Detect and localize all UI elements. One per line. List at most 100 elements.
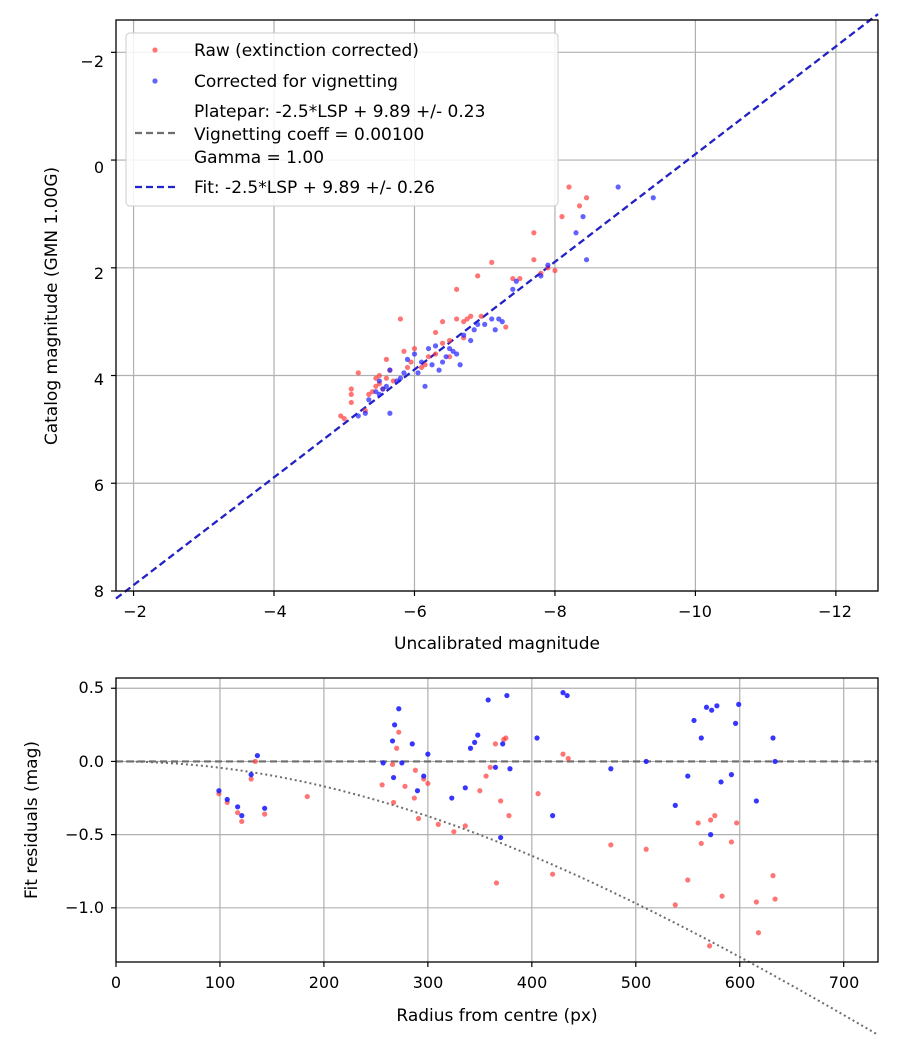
top-raw-point <box>446 337 453 344</box>
bottom-corrected-point <box>467 745 474 751</box>
top-raw-point <box>341 416 347 422</box>
top-raw-point <box>439 340 446 346</box>
bottom-corrected-point <box>698 735 704 741</box>
top-x-axis-label: Uncalibrated magnitude <box>394 634 600 654</box>
legend-corrected-marker <box>152 78 158 84</box>
bottom-x-tick-label: 100 <box>205 973 236 992</box>
bottom-y-tick-label: 0.5 <box>79 678 104 697</box>
bottom-corrected-point <box>564 692 570 699</box>
top-y-tick-label: 2 <box>94 264 104 283</box>
top-raw-point <box>478 313 484 319</box>
bottom-corrected-point <box>718 779 724 785</box>
bottom-raw-point <box>550 871 556 877</box>
top-raw-point <box>404 364 411 371</box>
bottom-raw-point <box>498 798 504 804</box>
top-y-axis-label: Catalog magnitude (GMN 1.00G) <box>42 167 62 445</box>
bottom-corrected-point <box>449 795 455 801</box>
top-corrected-point <box>496 316 502 322</box>
top-corrected-point <box>489 316 495 322</box>
bottom-corrected-point <box>399 760 405 766</box>
bottom-corrected-point <box>392 722 398 728</box>
legend-gamma-label: Gamma = 1.00 <box>194 148 324 168</box>
bottom-corrected-point <box>492 764 499 770</box>
bottom-corrected-point <box>753 798 759 804</box>
top-raw-point <box>510 275 516 282</box>
bottom-raw-point <box>483 773 489 779</box>
top-raw-point <box>531 230 537 236</box>
bottom-raw-point <box>643 846 649 852</box>
top-raw-point <box>366 391 372 397</box>
top-scatter-points <box>338 184 656 422</box>
bottom-corrected-point <box>425 751 431 757</box>
bottom-raw-point <box>565 755 571 762</box>
bottom-raw-point <box>535 791 541 797</box>
top-corrected-point <box>404 356 411 362</box>
bottom-corrected-point <box>396 706 402 712</box>
top-raw-point <box>383 356 389 362</box>
bottom-raw-point <box>394 745 400 751</box>
top-raw-point <box>348 399 354 406</box>
bottom-raw-point <box>685 877 691 883</box>
top-corrected-point <box>580 214 586 220</box>
top-corrected-point <box>475 321 481 327</box>
top-corrected-point <box>454 351 460 357</box>
bottom-corrected-point <box>475 732 481 738</box>
bottom-corrected-point <box>714 703 720 709</box>
bottom-corrected-point <box>414 788 421 794</box>
bottom-corrected-point <box>708 832 714 838</box>
bottom-raw-point <box>608 842 614 848</box>
top-x-tick-label: −10 <box>678 602 712 621</box>
legend: Raw (extinction corrected) Corrected for… <box>125 32 559 207</box>
bottom-x-axis-label: Radius from centre (px) <box>396 1006 597 1026</box>
bottom-corrected-point <box>390 774 397 781</box>
bottom-corrected-point <box>485 697 491 703</box>
top-corrected-point <box>432 343 439 349</box>
top-corrected-point <box>394 378 400 384</box>
bottom-vignetting-curve <box>115 760 878 1036</box>
bottom-corrected-point <box>534 735 540 741</box>
top-corrected-point <box>376 378 382 384</box>
top-corrected-point <box>397 375 404 381</box>
top-x-tick-label: −8 <box>543 602 567 621</box>
bottom-corrected-point <box>550 813 556 819</box>
top-corrected-point <box>425 345 432 352</box>
top-raw-point <box>454 316 460 322</box>
bottom-raw-point <box>379 782 385 788</box>
bottom-raw-point <box>493 880 500 886</box>
top-raw-point <box>373 375 379 381</box>
top-corrected-point <box>380 386 386 392</box>
top-x-tick-label: −4 <box>263 602 287 621</box>
top-raw-point <box>401 348 407 354</box>
legend-fit-label: Fit: -2.5*LSP + 9.89 +/- 0.26 <box>194 178 435 198</box>
legend-raw-label: Raw (extinction corrected) <box>194 41 419 61</box>
top-corrected-point <box>436 367 442 373</box>
bottom-y-axis-label: Fit residuals (mag) <box>22 741 42 899</box>
bottom-corrected-point <box>709 707 715 713</box>
top-raw-point <box>468 313 474 319</box>
top-corrected-point <box>471 327 477 333</box>
bottom-raw-point <box>506 813 512 819</box>
bottom-y-tick-label: 0.0 <box>79 752 104 771</box>
bottom-raw-point <box>734 820 740 826</box>
bottom-raw-point <box>462 823 468 829</box>
top-raw-point <box>489 259 495 266</box>
bottom-raw-point <box>477 788 483 794</box>
top-corrected-point <box>439 359 446 365</box>
top-x-tick-label: −2 <box>123 602 147 621</box>
bottom-corrected-point <box>736 701 742 707</box>
top-corrected-point <box>401 370 407 376</box>
top-raw-point <box>432 329 439 336</box>
bottom-corrected-point <box>560 690 566 696</box>
bottom-raw-point <box>412 767 418 773</box>
top-raw-point <box>503 324 509 330</box>
bottom-corrected-point <box>380 760 386 766</box>
top-raw-point <box>583 195 590 201</box>
bottom-corrected-point <box>691 717 697 724</box>
top-corrected-point <box>418 359 425 365</box>
bottom-corrected-point <box>772 758 778 765</box>
top-corrected-point <box>482 321 488 327</box>
top-corrected-point <box>573 230 579 236</box>
bottom-raw-point <box>396 729 402 735</box>
bottom-corrected-point <box>472 739 478 746</box>
